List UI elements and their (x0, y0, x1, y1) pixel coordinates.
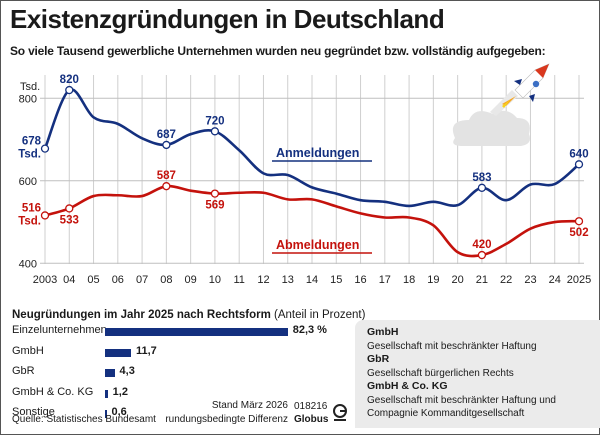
line-chart: 2003 04 05 06 07 08 09 10 11 12 13 14 15 16 17 18 19 20 21… (18, 63, 591, 286)
data-marker (574, 217, 584, 226)
x-tick-label: 24 (549, 274, 561, 286)
x-tick-label: 10 (209, 274, 221, 286)
data-label: 720 (205, 115, 224, 127)
x-tick-label: 07 (136, 274, 148, 286)
chart-title: Existenzgründungen in Deutschland (10, 4, 445, 34)
x-tick-label: 18 (403, 274, 415, 286)
x-tick-label: 19 (427, 274, 439, 286)
bar-chart-title-main: Neugründungen im Jahr 2025 nach Rechtsfo… (12, 309, 271, 321)
bar-category-label: GmbH (12, 344, 44, 357)
series-label: Anmeldungen (276, 146, 359, 160)
bar-value-label: 4,3 (119, 365, 135, 377)
x-tick-label: 23 (524, 274, 536, 286)
stand-note: Stand März 2026 (211, 400, 288, 411)
x-tick-label: 06 (112, 274, 124, 286)
x-tick-label: 04 (63, 274, 75, 286)
data-marker (162, 140, 171, 150)
x-tick-label: 14 (306, 274, 318, 286)
rocket-icon (502, 63, 550, 108)
data-marker (162, 182, 171, 191)
legend-abbreviation: GmbH & Co. KG (367, 380, 448, 392)
x-tick-label: 11 (233, 274, 244, 286)
data-label-unit: Tsd. (18, 215, 41, 227)
y-tick-label: 600 (19, 176, 37, 188)
bar (105, 328, 288, 336)
y-tick-label: 800 (19, 93, 37, 105)
data-label: 640 (569, 148, 588, 160)
globus-logo-icon (333, 404, 347, 421)
cloud-icon (452, 110, 530, 146)
data-marker (210, 127, 220, 136)
x-tick-label: 12 (257, 274, 269, 286)
data-marker (40, 144, 50, 153)
data-marker (477, 250, 487, 260)
legend-full-name: Gesellschaft mit beschränkter Haftung un… (367, 395, 556, 419)
data-marker (477, 183, 487, 192)
bar-category-label: Sonstige (12, 406, 55, 418)
bar (105, 369, 115, 377)
x-tick-label: 17 (379, 274, 391, 286)
rounding-note: rundungsbedingte Differenz (165, 414, 288, 425)
data-label-unit: Tsd. (18, 149, 41, 161)
bar-value-label: 82,3 % (292, 324, 327, 336)
data-marker (574, 160, 584, 169)
legal-form-legend: GmbH Gesellschaft mit beschränkter Haftu… (355, 320, 600, 428)
data-label: 569 (205, 200, 224, 212)
x-tick-label: 21 (476, 274, 488, 286)
bar-category-label: GbR (12, 365, 35, 377)
data-label: 587 (157, 170, 176, 182)
legend-full-name: Gesellschaft bürgerlichen Rechts (367, 368, 514, 379)
bar-chart-title: Neugründungen im Jahr 2025 nach Rechtsfo… (12, 309, 365, 321)
x-tick-label: 15 (330, 274, 342, 286)
series-label: Abmeldungen (276, 238, 359, 252)
rocket-illustration (452, 63, 550, 146)
chart-subtitle: So viele Tausend gewerbliche Unternehmen… (10, 44, 546, 58)
data-label: 516 (22, 202, 41, 214)
legend-abbreviation: GbR (367, 353, 390, 365)
y-axis-unit: Tsd. (20, 81, 40, 93)
x-tick-label: 22 (500, 274, 512, 286)
data-label: 678 (22, 136, 42, 148)
data-label: 820 (60, 74, 79, 86)
legend-abbreviation: GmbH (367, 326, 399, 338)
x-tick-label: 08 (160, 274, 172, 286)
data-marker (65, 204, 74, 213)
data-label: 687 (157, 129, 176, 141)
y-tick-label: 400 (19, 258, 37, 270)
bar (105, 389, 108, 398)
x-tick-label: 13 (282, 274, 294, 286)
bar-value-label: 1,2 (112, 385, 128, 398)
brand-name: Globus (294, 414, 329, 425)
series-line-abmeldungen (44, 184, 580, 258)
x-tick-label: 16 (354, 274, 366, 286)
x-tick-label: 2025 (567, 274, 591, 286)
data-marker (65, 85, 74, 95)
bar (105, 348, 131, 357)
data-label: 583 (472, 172, 491, 184)
x-tick-label: 09 (185, 274, 197, 286)
source-note: Quelle: Statistisches Bundesamt (12, 414, 156, 425)
x-tick-label: 05 (87, 274, 99, 286)
x-tick-label: 20 (452, 274, 464, 286)
data-label: 502 (569, 227, 588, 239)
data-label: 420 (472, 239, 491, 251)
x-tick-label: 2003 (33, 274, 57, 286)
bar-category-label: Einzelunternehmen (12, 324, 107, 336)
bar-chart-title-suffix: (Anteil in Prozent) (274, 309, 366, 321)
data-marker (40, 211, 50, 220)
series-line-anmeldungen (43, 88, 580, 208)
bar-value-label: 11,7 (135, 344, 157, 357)
data-marker (210, 189, 220, 198)
bar-category-label: GmbH & Co. KG (12, 385, 94, 398)
data-label: 533 (60, 214, 79, 226)
legend-full-name: Gesellschaft mit beschränkter Haftung (367, 341, 537, 352)
bar (105, 410, 107, 418)
bar-value-label: 0,6 (111, 406, 127, 418)
graphic-code: 018216 (294, 401, 328, 412)
